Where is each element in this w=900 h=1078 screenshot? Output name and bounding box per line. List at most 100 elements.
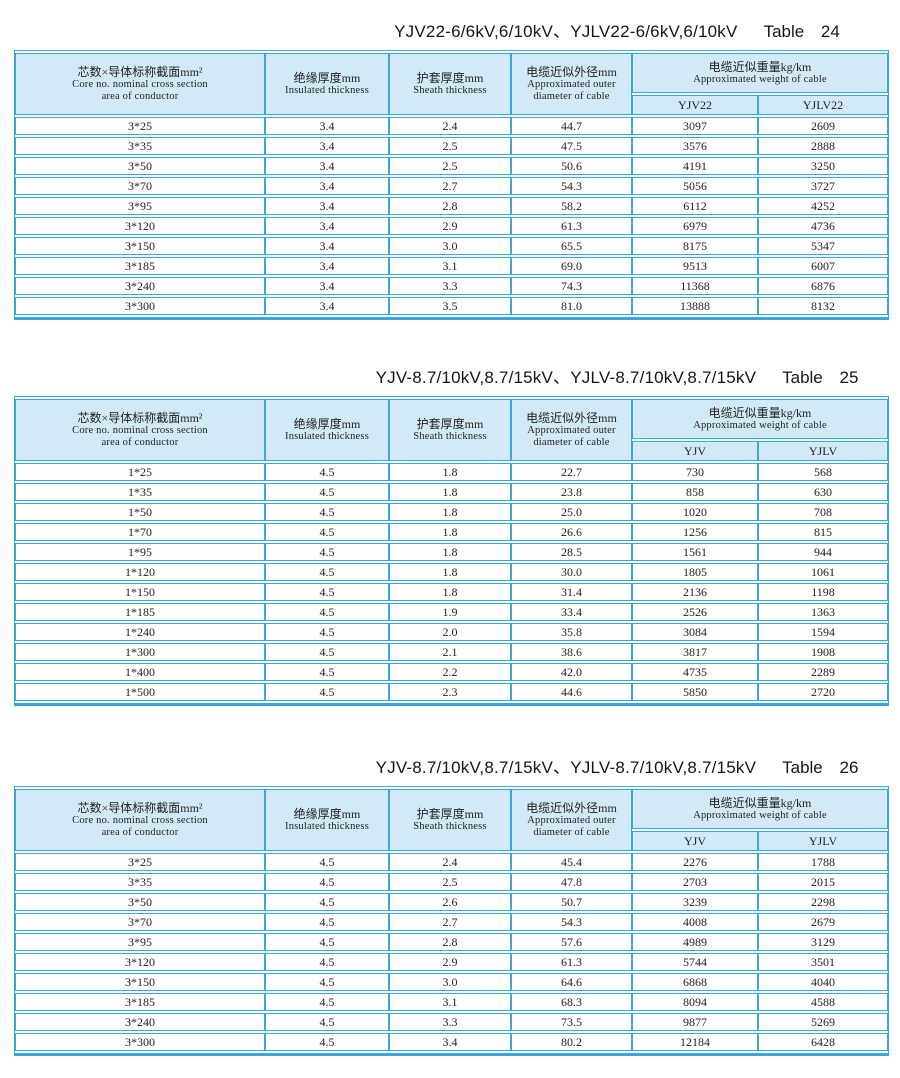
table-cell: 3.4	[265, 277, 389, 295]
table-cell: 1256	[632, 523, 758, 541]
table-cell: 3727	[758, 177, 889, 195]
table-25-header: 芯数×导体标称截面mm² Core no. nominal cross sect…	[15, 399, 889, 461]
table-cell: 3*50	[15, 893, 265, 911]
table-row: 1*25 4.5 1.8 22.7 730 568	[15, 463, 889, 481]
table-row: 3*70 3.4 2.7 54.3 5056 3727	[15, 177, 889, 195]
table-row: 1*70 4.5 1.8 26.6 1256 815	[15, 523, 889, 541]
table-row: 3*240 4.5 3.3 73.5 9877 5269	[15, 1013, 889, 1031]
table-cell: 13888	[632, 297, 758, 315]
table-cell: 630	[758, 483, 889, 501]
table-cell: 65.5	[511, 237, 632, 255]
table-cell: 1*25	[15, 463, 265, 481]
table-cell: 11368	[632, 277, 758, 295]
table-cell: 3.4	[265, 177, 389, 195]
table-cell: 3.4	[389, 1033, 511, 1051]
table-cell: 3*120	[15, 953, 265, 971]
table-cell: 3*50	[15, 157, 265, 175]
header-insulated-thickness-zh: 绝缘厚度mm	[293, 417, 361, 431]
table-cell: 2.8	[389, 197, 511, 215]
header-outer-diameter: 电缆近似外径mm Approximated outer diameter of …	[511, 789, 632, 851]
table-cell: 3.4	[265, 237, 389, 255]
table-cell: 3.4	[265, 117, 389, 135]
table-cell: 26.6	[511, 523, 632, 541]
header-core-section: 芯数×导体标称截面mm² Core no. nominal cross sect…	[15, 399, 265, 461]
table-cell: 44.7	[511, 117, 632, 135]
table-cell: 9877	[632, 1013, 758, 1031]
table-cell: 3*150	[15, 237, 265, 255]
table-cell: 4008	[632, 913, 758, 931]
table-cell: 3.4	[265, 157, 389, 175]
table-cell: 3*70	[15, 913, 265, 931]
cable-spec-table-25: 芯数×导体标称截面mm² Core no. nominal cross sect…	[14, 396, 890, 706]
table-cell: 6428	[758, 1033, 889, 1051]
table-cell: 2.9	[389, 953, 511, 971]
table-row: 1*150 4.5 1.8 31.4 2136 1198	[15, 583, 889, 601]
header-insulated-thickness-en: Insulated thickness	[285, 85, 369, 96]
header-weight-sub2: YJLV	[758, 441, 889, 461]
table-cell: 6007	[758, 257, 889, 275]
table-cell: 68.3	[511, 993, 632, 1011]
table-cell: 57.6	[511, 933, 632, 951]
header-core-section-en1: Core no. nominal cross section	[72, 425, 208, 436]
header-outer-diameter-en2: diameter of cable	[533, 91, 610, 102]
table-row: 3*95 3.4 2.8 58.2 6112 4252	[15, 197, 889, 215]
table-cell: 2.4	[389, 117, 511, 135]
table-cell: 80.2	[511, 1033, 632, 1051]
table-row: 3*70 4.5 2.7 54.3 4008 2679	[15, 913, 889, 931]
header-weight-group: 电缆近似重量kg/km Approximated weight of cable	[632, 789, 889, 829]
table-cell: 2.3	[389, 683, 511, 701]
header-weight-group-en: Approximated weight of cable	[693, 420, 827, 431]
table-cell: 2.2	[389, 663, 511, 681]
table-cell: 1594	[758, 623, 889, 641]
header-sheath-thickness: 护套厚度mm Sheath thickness	[389, 53, 511, 115]
header-weight-sub1: YJV22	[632, 95, 758, 115]
header-outer-diameter-zh: 电缆近似外径mm	[526, 65, 617, 79]
table-cell: 4.5	[265, 913, 389, 931]
table-cell: 1198	[758, 583, 889, 601]
table-cell: 1908	[758, 643, 889, 661]
table-cell: 944	[758, 543, 889, 561]
header-core-section-en2: area of conductor	[101, 91, 179, 102]
table-cell: 1.8	[389, 483, 511, 501]
table-cell: 38.6	[511, 643, 632, 661]
table-row: 3*35 4.5 2.5 47.8 2703 2015	[15, 873, 889, 891]
table-cell: 58.2	[511, 197, 632, 215]
table-cell: 1*70	[15, 523, 265, 541]
header-insulated-thickness: 绝缘厚度mm Insulated thickness	[265, 399, 389, 461]
table-cell: 2526	[632, 603, 758, 621]
table-row: 3*95 4.5 2.8 57.6 4989 3129	[15, 933, 889, 951]
table-26-title: YJV-8.7/10kV,8.7/15kV、YJLV-8.7/10kV,8.7/…	[0, 758, 900, 778]
table-cell: 3.0	[389, 973, 511, 991]
table-cell: 4.5	[265, 623, 389, 641]
header-weight-group-en: Approximated weight of cable	[693, 74, 827, 85]
table-row: 3*300 3.4 3.5 81.0 13888 8132	[15, 297, 889, 315]
table-cell: 44.6	[511, 683, 632, 701]
table-cell: 1*120	[15, 563, 265, 581]
table-cell: 3*150	[15, 973, 265, 991]
table-cell: 3.4	[265, 297, 389, 315]
table-cell: 4.5	[265, 643, 389, 661]
table-cell: 2888	[758, 137, 889, 155]
header-insulated-thickness: 绝缘厚度mm Insulated thickness	[265, 789, 389, 851]
table-cell: 45.4	[511, 853, 632, 871]
table-cell: 4588	[758, 993, 889, 1011]
table-row: 3*120 3.4 2.9 61.3 6979 4736	[15, 217, 889, 235]
table-cell: 3*185	[15, 993, 265, 1011]
table-cell: 1*500	[15, 683, 265, 701]
table-cell: 54.3	[511, 913, 632, 931]
table-cell: 3.0	[389, 237, 511, 255]
table-cell: 2.1	[389, 643, 511, 661]
header-outer-diameter: 电缆近似外径mm Approximated outer diameter of …	[511, 53, 632, 115]
header-insulated-thickness-zh: 绝缘厚度mm	[293, 71, 361, 85]
table-cell: 1805	[632, 563, 758, 581]
table-cell: 2289	[758, 663, 889, 681]
table-cell: 3*95	[15, 933, 265, 951]
header-outer-diameter-zh: 电缆近似外径mm	[526, 801, 617, 815]
table-cell: 50.6	[511, 157, 632, 175]
table-cell: 3.5	[389, 297, 511, 315]
table-row: 3*150 3.4 3.0 65.5 8175 5347	[15, 237, 889, 255]
table-cell: 8132	[758, 297, 889, 315]
table-cell: 1*400	[15, 663, 265, 681]
table-cell: 54.3	[511, 177, 632, 195]
header-sheath-thickness-zh: 护套厚度mm	[416, 71, 484, 85]
